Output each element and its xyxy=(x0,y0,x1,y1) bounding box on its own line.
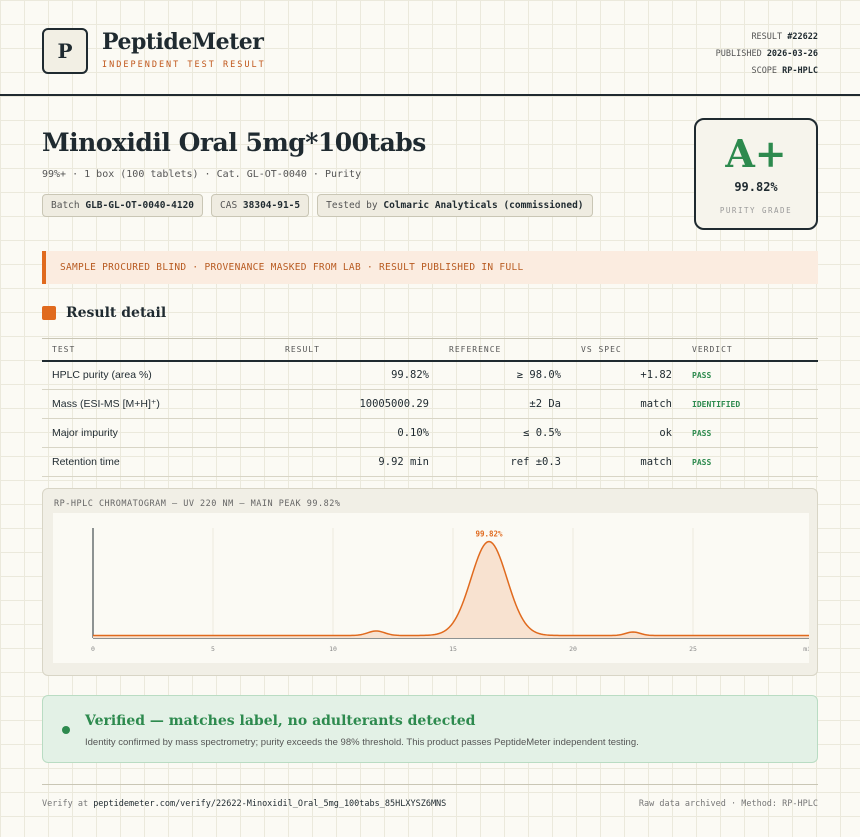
grade-letter: A+ xyxy=(725,131,787,176)
scope-label: SCOPE xyxy=(751,66,778,76)
cell-verdict: PASS xyxy=(682,360,818,390)
grade-percent: 99.82% xyxy=(734,180,778,194)
cell-result: 10005000.29 xyxy=(275,389,439,419)
table-row: Major impurity 0.10% ≤ 0.5% ok PASS xyxy=(42,418,818,448)
product-chips: Batch GLB-GL-OT-0040-4120 CAS 38304-91-5… xyxy=(42,194,593,217)
cell-result: 9.92 min xyxy=(275,447,439,477)
cell-test: Mass (ESI-MS [M+H]⁺) xyxy=(42,389,275,419)
cell-vs-spec: +1.82 xyxy=(571,360,682,390)
purity-grade-card: A+ 99.82% PURITY GRADE xyxy=(694,118,818,230)
cas-chip: CAS 38304-91-5 xyxy=(211,194,310,217)
cell-vs-spec: match xyxy=(571,447,682,477)
cell-test: Retention time xyxy=(42,447,275,477)
footer-divider xyxy=(42,784,818,785)
grade-label: PURITY GRADE xyxy=(719,206,793,215)
cell-test: HPLC purity (area %) xyxy=(42,360,275,390)
brand-name: PeptideMeter xyxy=(102,29,264,55)
x-tick-label: 25 xyxy=(689,645,697,653)
cell-verdict: PASS xyxy=(682,447,818,477)
table-row: Mass (ESI-MS [M+H]⁺) 10005000.29 ±2 Da m… xyxy=(42,389,818,419)
chromatogram-trace xyxy=(93,540,809,637)
chip-value: GLB-GL-OT-0040-4120 xyxy=(85,200,195,211)
header: P PeptideMeter INDEPENDENT TEST RESULT R… xyxy=(0,0,860,96)
cell-result: 99.82% xyxy=(275,360,439,390)
table-row: Retention time 9.92 min ref ±0.3 match P… xyxy=(42,447,818,477)
x-tick-labels: 051015202530min xyxy=(91,645,809,653)
tested-by-chip: Tested by Colmaric Analyticals (commissi… xyxy=(317,194,593,217)
col-header-test: TEST xyxy=(42,338,275,362)
verified-panel: Verified — matches label, no adulterants… xyxy=(42,695,818,763)
section-marker-icon xyxy=(42,306,56,320)
x-tick-label: 5 xyxy=(211,645,215,653)
chip-label: CAS xyxy=(220,200,238,211)
cell-verdict: IDENTIFIED xyxy=(682,389,818,419)
published-label: PUBLISHED xyxy=(715,49,762,59)
x-unit-label: min xyxy=(803,645,809,653)
col-header-reference: REFERENCE xyxy=(439,338,571,362)
result-id: #22622 xyxy=(787,32,818,42)
section-heading: Result detail xyxy=(42,305,166,321)
table-header-row: TEST RESULT REFERENCE VS SPEC VERDICT xyxy=(42,338,818,362)
x-tick-label: 0 xyxy=(91,645,95,653)
provenance-banner: SAMPLE PROCURED BLIND · PROVENANCE MASKE… xyxy=(42,251,818,284)
chip-label: Batch xyxy=(51,200,80,211)
plot-background xyxy=(53,513,809,663)
chip-value: Colmaric Analyticals (commissioned) xyxy=(383,200,584,211)
section-title: Result detail xyxy=(66,305,167,321)
logo: P xyxy=(42,28,88,74)
x-tick-label: 10 xyxy=(329,645,337,653)
verified-subtitle: Identity confirmed by mass spectrometry;… xyxy=(85,737,639,748)
table-row: HPLC purity (area %) 99.82% ≥ 98.0% +1.8… xyxy=(42,360,818,390)
peak-label: 99.82% xyxy=(475,530,503,539)
logo-letter: P xyxy=(57,39,73,63)
result-table: TEST RESULT REFERENCE VS SPEC VERDICT HP… xyxy=(42,338,818,477)
chart-title: RP-HPLC CHROMATOGRAM — UV 220 NM — MAIN … xyxy=(54,499,341,509)
brand-tagline: INDEPENDENT TEST RESULT xyxy=(102,60,266,70)
verify-link[interactable]: peptidemeter.com/verify/22622-Minoxidil_… xyxy=(93,799,447,809)
result-meta: RESULT #22622 PUBLISHED 2026-03-26 SCOPE… xyxy=(716,29,818,80)
cell-vs-spec: match xyxy=(571,389,682,419)
chromatogram-panel: RP-HPLC CHROMATOGRAM — UV 220 NM — MAIN … xyxy=(42,488,818,676)
cell-reference: ref ±0.3 xyxy=(439,447,571,477)
verified-title: Verified — matches label, no adulterants… xyxy=(85,713,476,729)
chip-label: Tested by xyxy=(326,200,378,211)
scope-value: RP-HPLC xyxy=(782,66,818,76)
result-label: RESULT xyxy=(751,32,783,42)
cell-reference: ≥ 98.0% xyxy=(439,360,571,390)
col-header-result: RESULT xyxy=(275,338,439,362)
cell-reference: ±2 Da xyxy=(439,389,571,419)
published-date: 2026-03-26 xyxy=(766,49,818,59)
col-header-verdict: VERDICT xyxy=(682,338,818,362)
cell-reference: ≤ 0.5% xyxy=(439,418,571,448)
verify-prefix: Verify at xyxy=(42,799,89,809)
chromatogram-chart: 99.82% 051015202530min xyxy=(53,513,809,663)
batch-chip: Batch GLB-GL-OT-0040-4120 xyxy=(42,194,204,217)
footer-verify: Verify at peptidemeter.com/verify/22622-… xyxy=(42,799,446,809)
cell-test: Major impurity xyxy=(42,418,275,448)
product-subtitle: 99%+ · 1 box (100 tablets) · Cat. GL-OT-… xyxy=(42,169,362,180)
chip-value: 38304-91-5 xyxy=(242,200,301,211)
x-tick-label: 20 xyxy=(569,645,577,653)
cell-result: 0.10% xyxy=(275,418,439,448)
cell-verdict: PASS xyxy=(682,418,818,448)
verified-dot-icon xyxy=(62,726,70,734)
col-header-vs-spec: VS SPEC xyxy=(571,338,682,362)
x-tick-label: 15 xyxy=(449,645,457,653)
footer-method: Raw data archived · Method: RP-HPLC xyxy=(638,799,818,809)
product-title: Minoxidil Oral 5mg*100tabs xyxy=(42,128,426,157)
cell-vs-spec: ok xyxy=(571,418,682,448)
